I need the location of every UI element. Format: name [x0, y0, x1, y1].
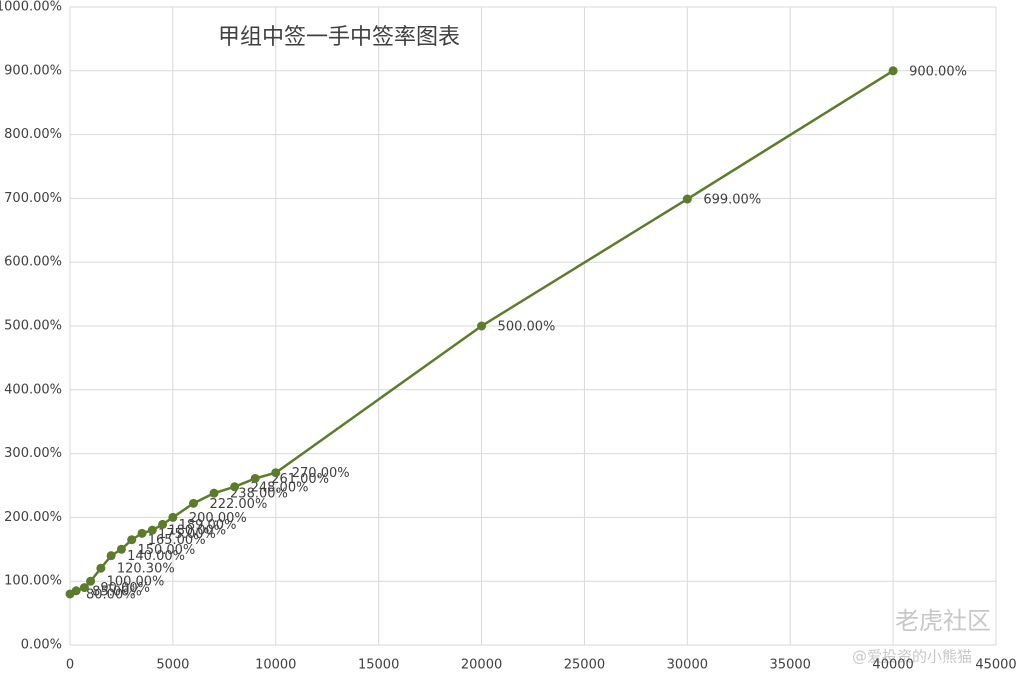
data-label: 248.00% — [251, 480, 309, 495]
data-label: 500.00% — [498, 320, 556, 335]
data-label: 261.00% — [271, 472, 329, 487]
data-point — [168, 512, 178, 522]
data-label: 80.00% — [86, 587, 136, 602]
y-tick-label: 0.00% — [21, 638, 62, 653]
watermark: @爱投资的小熊猫 — [852, 648, 972, 666]
data-label: 180.00% — [168, 524, 226, 539]
data-point — [209, 488, 219, 498]
data-point — [116, 544, 126, 554]
data-point — [106, 551, 116, 561]
data-label: 200.00% — [189, 511, 247, 526]
data-label: 900.00% — [909, 64, 967, 79]
data-point — [230, 482, 240, 492]
x-tick-label: 40000 — [872, 658, 913, 673]
data-label: 238.00% — [230, 487, 288, 502]
data-label: 189.00% — [179, 518, 237, 533]
data-point — [86, 576, 96, 586]
x-tick-label: 45000 — [975, 658, 1016, 673]
data-point — [79, 583, 89, 593]
y-tick-label: 300.00% — [4, 446, 62, 461]
data-label: 165.00% — [148, 533, 206, 548]
y-tick-label: 600.00% — [4, 255, 62, 270]
x-tick-label: 35000 — [770, 658, 811, 673]
y-tick-label: 400.00% — [4, 382, 62, 397]
data-point — [477, 321, 487, 331]
data-point — [127, 535, 137, 545]
x-tick-label: 30000 — [667, 658, 708, 673]
watermark: 老虎社区 — [895, 607, 991, 635]
y-tick-label: 500.00% — [4, 319, 62, 334]
y-tick-label: 800.00% — [4, 127, 62, 142]
data-label: 222.00% — [209, 497, 267, 512]
x-tick-label: 10000 — [255, 658, 296, 673]
data-label: 699.00% — [703, 193, 761, 208]
data-point — [271, 468, 281, 478]
y-tick-label: 900.00% — [4, 63, 62, 78]
data-label: 150.00% — [137, 543, 195, 558]
x-tick-label: 0 — [66, 658, 74, 673]
data-point — [147, 525, 157, 535]
chart-title: 甲组中签一手中签率图表 — [218, 25, 460, 50]
x-tick-label: 25000 — [564, 658, 605, 673]
data-point — [96, 563, 106, 573]
y-tick-label: 1000.00% — [0, 0, 62, 15]
y-tick-label: 200.00% — [4, 510, 62, 525]
data-point — [71, 586, 81, 596]
x-tick-label: 15000 — [358, 658, 399, 673]
data-point — [250, 473, 260, 483]
y-tick-label: 700.00% — [4, 191, 62, 206]
x-tick-label: 5000 — [156, 658, 189, 673]
data-point — [158, 519, 168, 529]
data-point — [888, 66, 898, 76]
data-label: 100.00% — [107, 575, 165, 590]
data-label: 140.00% — [127, 549, 185, 564]
data-point — [682, 194, 692, 204]
y-tick-label: 100.00% — [4, 574, 62, 589]
data-label: 175.00% — [158, 527, 216, 542]
data-point — [137, 528, 147, 538]
x-tick-label: 20000 — [461, 658, 502, 673]
data-label: 90.00% — [100, 581, 150, 596]
data-label: 270.00% — [292, 466, 350, 481]
data-label: 85.00% — [92, 584, 142, 599]
data-point — [188, 498, 198, 508]
data-label: 120.30% — [117, 562, 175, 577]
